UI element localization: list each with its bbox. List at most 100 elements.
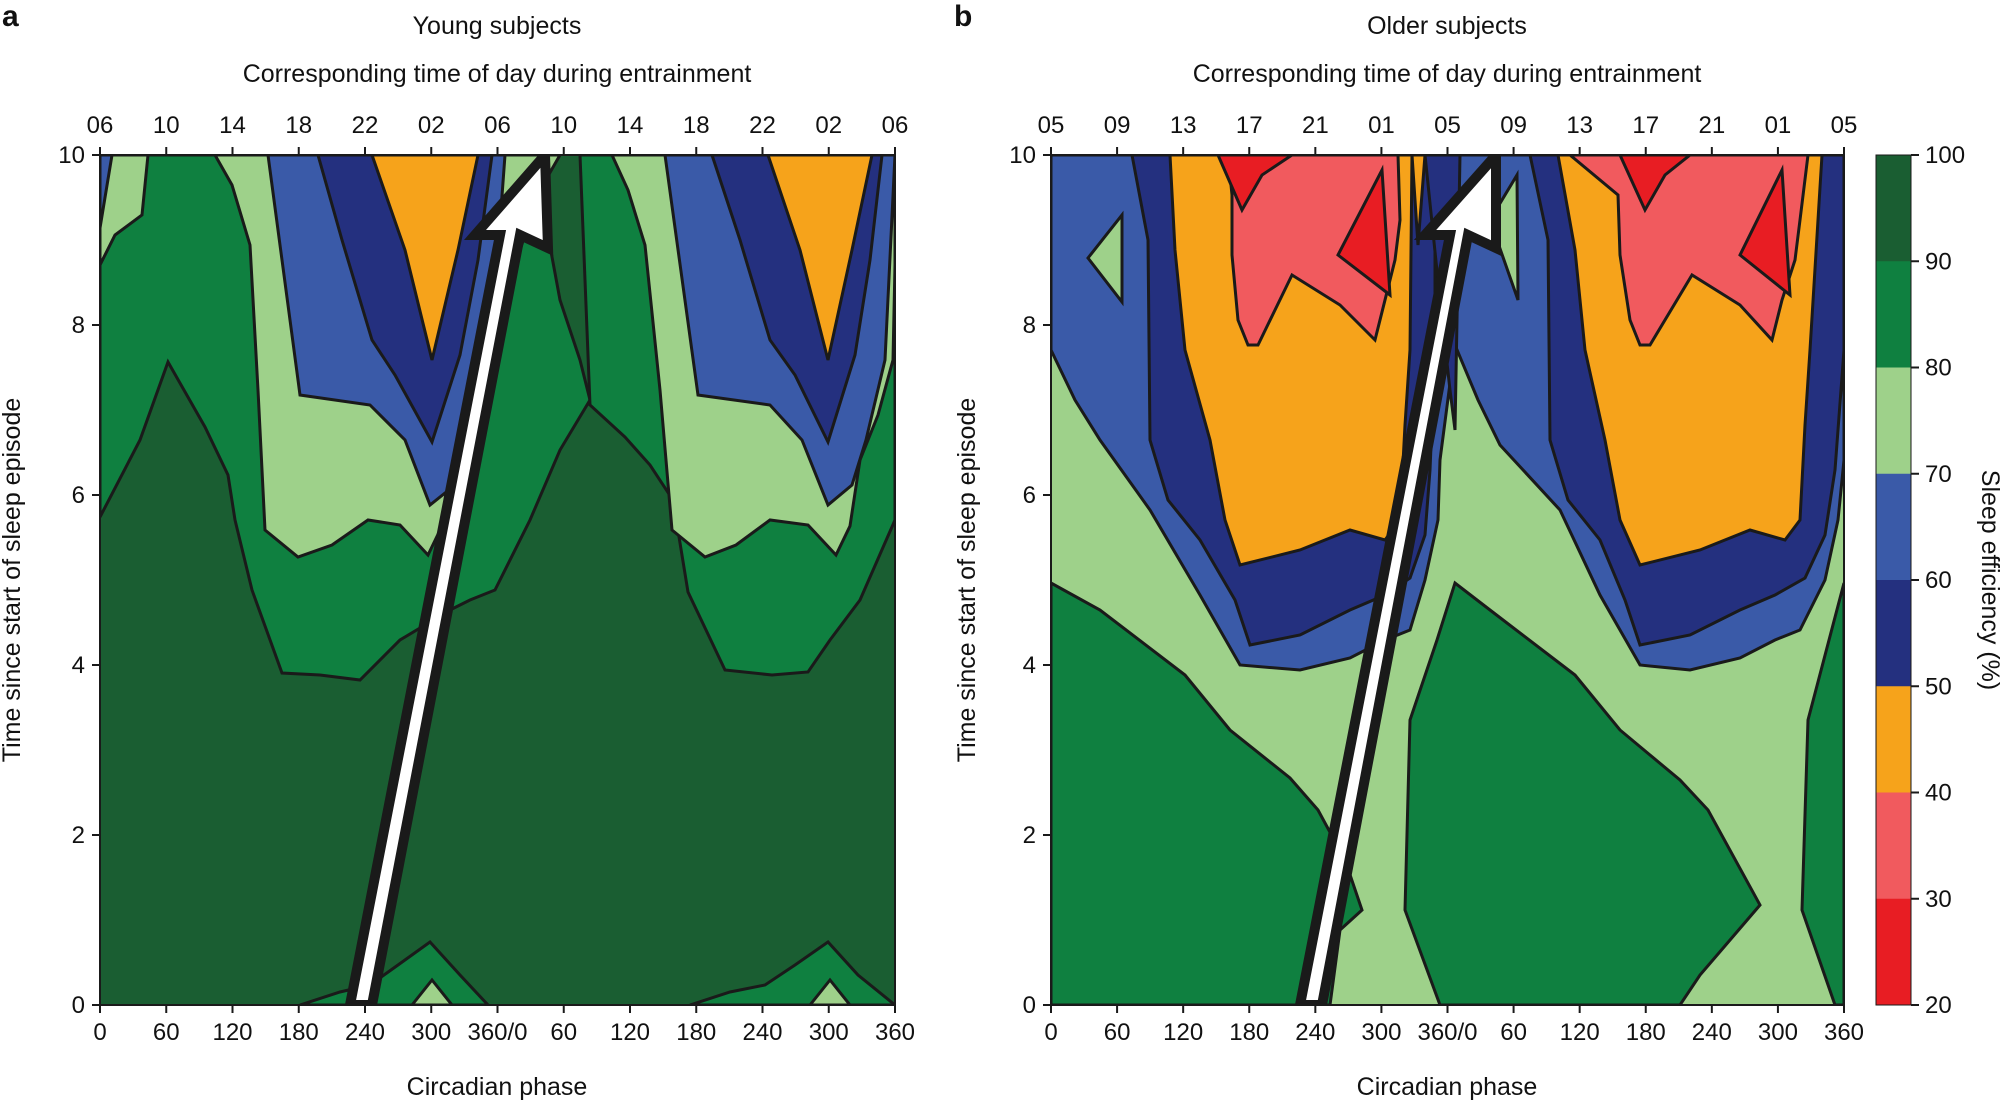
panel-b-top-tick-label: 01 — [1368, 112, 1395, 139]
panel-b-region-30-40-2 — [1567, 155, 1810, 347]
panel-b-region-70-80-bubble — [1086, 210, 1124, 307]
panel-a-x-tick-label: 180 — [279, 1019, 319, 1046]
colorbar: 100 90 80 70 60 50 40 30 20 Sleep efficiency (%) — [1875, 142, 2000, 1019]
panel-a-top-tick-label: 18 — [285, 112, 312, 139]
panel-a-top-tick-label: 10 — [550, 112, 577, 139]
panel-a-y-tick-label: 6 — [72, 482, 85, 509]
colorbar-swatch — [1876, 686, 1911, 793]
panel-a-top-tick-label: 06 — [484, 112, 511, 139]
panel-b-x-axis-label: Circadian phase — [1357, 1073, 1538, 1101]
panel-letter-a: a — [2, 0, 19, 33]
panel-b-x-tick-label: 360/0 — [1417, 1019, 1477, 1046]
panel-a-region-bottom-70-80-right — [808, 977, 852, 1005]
panel-b-x-tick-label: 240 — [1692, 1019, 1732, 1046]
panel-letter-b: b — [954, 0, 972, 33]
panel-b-x-tick-label: 240 — [1295, 1019, 1335, 1046]
colorbar-swatch — [1876, 580, 1911, 687]
panel-b-top-tick-label: 21 — [1698, 112, 1725, 139]
panel-a-x-axis-label: Circadian phase — [407, 1073, 588, 1101]
panel-b-region-20-30-4 — [1738, 164, 1792, 299]
panel-b-top-tick-label: 05 — [1038, 112, 1065, 139]
panel-b-y-tick-label: 2 — [1023, 822, 1036, 849]
panel-a-region-40-50-right — [766, 155, 874, 361]
panel-a-arrow — [344, 155, 554, 1005]
panel-b-top-tick-label: 21 — [1302, 112, 1329, 139]
panel-b-top-tick-label: 13 — [1566, 112, 1593, 139]
panel-b-x-tick-label: 300 — [1361, 1019, 1401, 1046]
panel-a-x-tick-label: 0 — [93, 1019, 106, 1046]
panel-a-region-70-80 — [100, 155, 150, 266]
colorbar-tick-label: 40 — [1925, 780, 1952, 807]
panel-a-x-tick-label: 300 — [411, 1019, 451, 1046]
panel-b-x-tick-label: 120 — [1560, 1019, 1600, 1046]
colorbar-swatches — [1876, 155, 1911, 1006]
colorbar-tick-label: 20 — [1925, 992, 1952, 1019]
colorbar-swatch — [1876, 473, 1911, 581]
colorbar-swatch — [1876, 898, 1911, 1006]
panel-a-y-tick-label: 8 — [72, 312, 85, 339]
panel-a-top-tick-label: 14 — [617, 112, 644, 139]
panel-a-x-tick-label: 180 — [676, 1019, 716, 1046]
panel-a-y-tick-label: 4 — [72, 652, 85, 679]
panel-b-x-tick-label: 60 — [1104, 1019, 1131, 1046]
panel-a-top-tick-label: 06 — [87, 112, 114, 139]
panel-b-top-tick-label: 05 — [1434, 112, 1461, 139]
panel-b-y-tick-label: 10 — [1009, 142, 1036, 169]
panel-b-y-tick-label: 6 — [1023, 482, 1036, 509]
colorbar-swatch — [1876, 261, 1911, 368]
panel-a-x-tick-label: 300 — [809, 1019, 849, 1046]
colorbar-swatch — [1876, 792, 1911, 900]
panel-b-title: Older subjects — [1367, 12, 1527, 40]
colorbar-tick-label: 100 — [1925, 142, 1965, 169]
panel-b-top-axis-label: Corresponding time of day during entrain… — [1193, 60, 1702, 88]
panel-b-y-tick-label: 0 — [1023, 992, 1036, 1019]
panel-a-x-tick-label: 120 — [212, 1019, 252, 1046]
panel-b-older-subjects: b Older subjects Corresponding time of d… — [953, 0, 1864, 1101]
panel-b-region-80-90-mid — [1403, 580, 1762, 1005]
colorbar-tick-label: 80 — [1925, 355, 1952, 382]
panel-b-x-tick-label: 180 — [1229, 1019, 1269, 1046]
colorbar-ticks: 100 90 80 70 60 50 40 30 20 — [1911, 142, 1965, 1019]
panel-a-y-tick-label: 10 — [58, 142, 85, 169]
panel-b-y-axis-label: Time since start of sleep episode — [953, 398, 981, 763]
panel-a-top-tick-label: 02 — [815, 112, 842, 139]
panel-b-top-tick-label: 17 — [1236, 112, 1263, 139]
panel-b-contour-plot — [1051, 155, 1844, 1005]
panel-a-x-tick-label: 60 — [550, 1019, 577, 1046]
panel-a-title: Young subjects — [413, 12, 582, 40]
panel-a-top-tick-label: 18 — [683, 112, 710, 139]
colorbar-label: Sleep efficiency (%) — [1976, 470, 2000, 690]
panel-b-top-tick-label: 01 — [1765, 112, 1792, 139]
panel-b-top-tick-label: 17 — [1632, 112, 1659, 139]
panel-a-x-tick-label: 360 — [875, 1019, 915, 1046]
panel-a-top-tick-label: 06 — [882, 112, 909, 139]
panel-b-region-80-90-right — [1800, 582, 1844, 1005]
panel-a-y-tick-label: 0 — [72, 992, 85, 1019]
panel-b-region-40-50-3 — [1410, 155, 1427, 246]
panel-b-x-tick-label: 180 — [1626, 1019, 1666, 1046]
panel-a-y-tick-label: 2 — [72, 822, 85, 849]
panel-b-x-tick-label: 60 — [1500, 1019, 1527, 1046]
panel-a-top-axis-label: Corresponding time of day during entrain… — [243, 60, 752, 88]
panel-a-x-tick-label: 120 — [610, 1019, 650, 1046]
panel-b-x-tick-label: 300 — [1758, 1019, 1798, 1046]
panel-b-top-tick-label: 13 — [1170, 112, 1197, 139]
colorbar-tick-label: 60 — [1925, 567, 1952, 594]
panel-a-region-40-50-mid — [370, 155, 480, 361]
panel-a-region-bottom-70-80 — [410, 977, 454, 1005]
panel-a-top-tick-label: 02 — [418, 112, 445, 139]
panel-b-top-tick-label: 05 — [1831, 112, 1858, 139]
panel-b-region-20-30-3 — [1618, 155, 1693, 214]
panel-b-region-20-30 — [1216, 155, 1295, 214]
panel-a-contour-plot — [100, 155, 895, 1005]
colorbar-tick-label: 30 — [1925, 886, 1952, 913]
panel-b-arrow — [1294, 155, 1501, 1005]
colorbar-swatch — [1876, 155, 1911, 262]
panel-a-top-tick-label: 10 — [153, 112, 180, 139]
panel-a-y-axis-label: Time since start of sleep episode — [0, 398, 26, 763]
panel-b-x-tick-label: 360 — [1824, 1019, 1864, 1046]
panel-a-young-subjects: a Young subjects Corresponding time of d… — [0, 0, 915, 1101]
panel-b-y-tick-label: 8 — [1023, 312, 1036, 339]
